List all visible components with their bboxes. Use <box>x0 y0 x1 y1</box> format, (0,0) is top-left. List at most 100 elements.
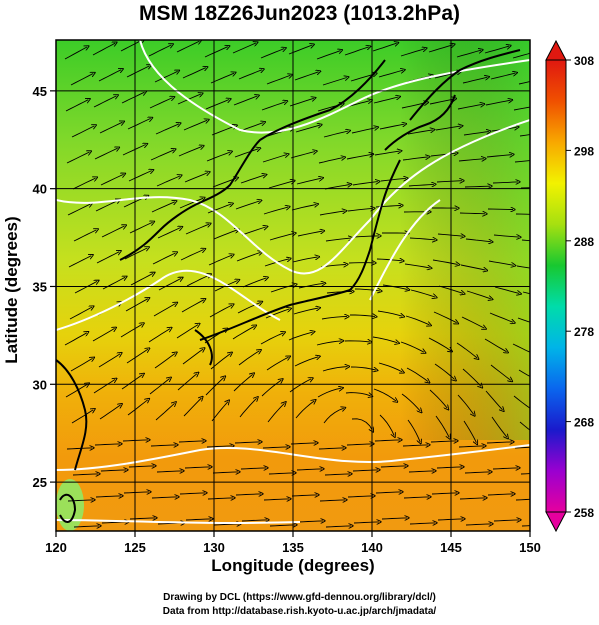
streamline <box>486 155 512 157</box>
streamline <box>176 41 200 53</box>
streamline <box>352 470 378 471</box>
streamline <box>514 446 530 449</box>
streamline <box>65 384 88 398</box>
streamline <box>317 388 341 398</box>
x-axis-label: Longitude (degrees) <box>211 556 375 575</box>
streamline <box>344 47 369 56</box>
colorbar-tick-label: 288 <box>574 235 594 249</box>
streamline <box>521 239 530 242</box>
streamline <box>352 182 378 186</box>
streamline <box>150 445 176 446</box>
streamline <box>129 518 155 519</box>
streamline <box>491 416 507 437</box>
coastlines <box>56 49 521 523</box>
streamline <box>93 96 116 108</box>
streamline <box>66 152 90 164</box>
streamline <box>129 222 153 234</box>
streamline <box>297 231 323 237</box>
streamline <box>261 102 286 111</box>
streamline <box>208 255 232 266</box>
streamline <box>241 227 266 236</box>
streamline <box>376 259 402 261</box>
streamline <box>205 100 229 110</box>
streamline <box>372 43 397 52</box>
streamline <box>324 474 350 475</box>
coastline-kurils <box>409 49 521 121</box>
streamline <box>494 286 519 293</box>
streamline <box>323 408 344 424</box>
x-tick-label: 120 <box>45 540 67 555</box>
streamline <box>296 178 321 185</box>
streamline <box>234 149 259 158</box>
streamline <box>150 150 174 161</box>
streamline <box>464 472 490 473</box>
chart-title: MSM 18Z26Jun2023 (1013.2hPa) <box>139 2 460 25</box>
streamline <box>74 281 97 294</box>
streamline <box>435 126 461 131</box>
streamline <box>176 325 198 339</box>
streamline <box>490 364 511 380</box>
streamline <box>177 94 201 105</box>
streamline <box>377 310 402 316</box>
streamline <box>374 440 400 441</box>
streamline <box>295 125 320 133</box>
streamline <box>269 525 295 526</box>
streamline <box>346 444 372 445</box>
streamline <box>372 336 397 343</box>
x-tick-label: 130 <box>203 540 225 555</box>
streamline <box>373 97 398 104</box>
streamline <box>262 447 288 448</box>
streamline <box>67 500 93 501</box>
credit-drawing: Drawing by DCL (https://www.gfd-dennou.o… <box>163 592 436 603</box>
streamline <box>262 155 287 163</box>
streamline <box>265 309 289 319</box>
streamline <box>92 328 115 342</box>
streamline <box>154 353 175 369</box>
streamline <box>488 260 514 265</box>
colorbar-scale <box>545 59 567 513</box>
streamline <box>100 174 124 186</box>
streamline <box>270 285 295 293</box>
streamline <box>316 341 342 346</box>
contour-line <box>139 40 530 134</box>
streamline <box>178 441 204 442</box>
streamline <box>437 234 463 236</box>
streamline <box>462 368 481 386</box>
streamline <box>211 402 228 422</box>
coastline-kyushu <box>194 329 213 366</box>
streamline <box>240 468 266 469</box>
colorbar-tick-label: 278 <box>574 325 594 339</box>
streamline <box>238 70 262 80</box>
y-tick-label: 30 <box>33 377 47 392</box>
streamline <box>375 492 401 493</box>
streamline <box>428 337 451 351</box>
streamline <box>378 362 402 372</box>
streamline <box>513 106 530 111</box>
streamline <box>206 446 232 447</box>
streamline <box>181 300 204 313</box>
contour-line <box>56 119 530 275</box>
x-tick-label: 135 <box>282 540 304 555</box>
streamline <box>205 378 224 396</box>
streamline <box>127 118 151 130</box>
streamline <box>268 181 293 189</box>
streamline <box>96 252 119 264</box>
streamline <box>149 98 173 109</box>
streamline <box>321 317 347 320</box>
streamline <box>487 494 513 495</box>
streamline <box>70 358 93 372</box>
streamline <box>186 275 209 287</box>
streamline <box>99 122 123 134</box>
streamline <box>127 400 148 416</box>
contour-lines <box>56 40 530 524</box>
streamline <box>373 388 396 401</box>
streamline <box>100 470 126 471</box>
streamline <box>324 185 350 190</box>
colorbar-tick-label: 308 <box>574 54 594 68</box>
streamline <box>458 446 484 447</box>
streamline <box>465 524 491 525</box>
streamline <box>460 264 486 270</box>
streamline <box>290 152 315 159</box>
streamline <box>434 363 455 379</box>
streamline <box>183 120 207 131</box>
